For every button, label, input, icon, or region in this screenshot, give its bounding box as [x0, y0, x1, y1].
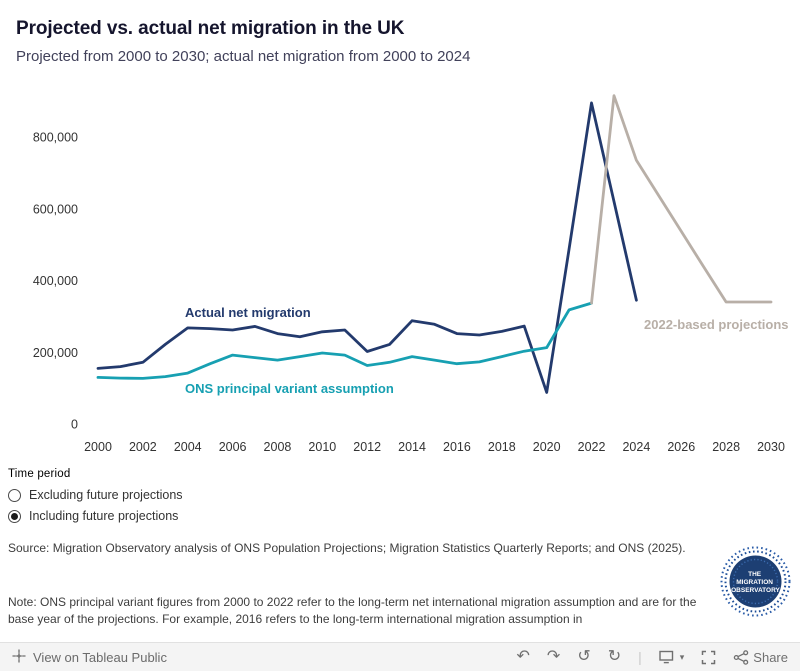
y-axis-tick: 200,000 [33, 346, 78, 360]
y-axis-tick: 0 [71, 418, 78, 432]
radio-option-label: Excluding future projections [29, 488, 183, 502]
x-axis-tick: 2018 [488, 440, 516, 454]
svg-text:THE MIGRATION: THE MIGRATION OBSERVATORY [731, 571, 780, 594]
series-label-2022-projections: 2022-based projections [644, 317, 789, 332]
radio-icon [8, 509, 21, 523]
x-axis-tick: 2002 [129, 440, 157, 454]
logo-text: THE [748, 571, 762, 578]
x-axis-tick: 2026 [667, 440, 695, 454]
radio-including-future-projections[interactable]: Including future projections [8, 509, 183, 523]
view-on-tableau-public-label: View on Tableau Public [33, 649, 167, 665]
x-axis-tick: 2008 [264, 440, 292, 454]
share-button[interactable]: Share [733, 649, 788, 665]
radio-option-label: Including future projections [29, 509, 179, 523]
x-axis-tick: 2030 [757, 440, 785, 454]
migration-line-chart[interactable]: 0 200,000 400,000 600,000 800,000 2000 2002 200… [0, 80, 800, 470]
y-axis-tick: 600,000 [33, 202, 78, 216]
migration-observatory-logo[interactable]: THE MIGRATION OBSERVATORY [719, 545, 792, 618]
x-axis-tick: 2004 [174, 440, 202, 454]
x-axis-tick: 2024 [622, 440, 650, 454]
note-text: Note: ONS principal variant figures from… [8, 595, 697, 627]
share-icon [734, 649, 749, 665]
download-button[interactable]: ▾ [659, 650, 685, 664]
source-text: Source: Migration Observatory analysis o… [8, 541, 686, 555]
line-actual[interactable] [96, 101, 638, 394]
x-axis-tick: 2014 [398, 440, 426, 454]
x-axis-tick: 2006 [219, 440, 247, 454]
series-label-actual: Actual net migration [185, 305, 311, 320]
undo-button[interactable]: ↶ [516, 648, 530, 665]
logo-icon: THE MIGRATION OBSERVATORY [720, 546, 791, 617]
caret-down-icon: ▾ [679, 651, 685, 662]
radio-icon [8, 488, 21, 502]
page-title: Projected vs. actual net migration in th… [16, 18, 405, 39]
redo-button[interactable]: ↷ [546, 648, 561, 665]
time-period-control: Time period Excluding future projections… [8, 468, 183, 530]
x-axis-tick: 2000 [84, 440, 112, 454]
tableau-toolbar: View on Tableau Public ↶ ↷ ↺ ↻ | ▾ [0, 642, 800, 671]
logo-text: OBSERVATORY [731, 587, 780, 594]
download-icon [659, 650, 673, 664]
y-axis-tick: 400,000 [33, 274, 78, 288]
fullscreen-icon [702, 650, 716, 664]
tableau-logo-icon [12, 648, 26, 666]
x-axis-tick: 2028 [712, 440, 740, 454]
x-axis-tick: 2020 [533, 440, 561, 454]
y-axis-tick: 800,000 [33, 131, 78, 145]
refresh-button[interactable]: ↻ [607, 648, 622, 665]
x-axis-tick: 2012 [353, 440, 381, 454]
toolbar-separator: | [638, 649, 642, 665]
x-axis-tick: 2010 [308, 440, 336, 454]
series-label-ons-assumption: ONS principal variant assumption [185, 381, 394, 396]
logo-text: MIGRATION [736, 579, 773, 586]
fullscreen-button[interactable] [701, 650, 716, 665]
share-label: Share [753, 649, 788, 665]
time-period-label: Time period [8, 468, 71, 480]
x-axis-tick: 2016 [443, 440, 471, 454]
view-on-tableau-public-link[interactable]: View on Tableau Public [12, 648, 167, 666]
page-subtitle: Projected from 2000 to 2030; actual net … [16, 48, 471, 65]
radio-excluding-future-projections[interactable]: Excluding future projections [8, 488, 183, 502]
reset-button[interactable]: ↺ [577, 648, 591, 665]
toolbar-actions: ↶ ↷ ↺ ↻ | ▾ [516, 648, 789, 666]
line-ons-assumption[interactable] [96, 301, 593, 380]
line-projection-2022[interactable] [590, 94, 773, 305]
x-axis-tick: 2022 [578, 440, 606, 454]
